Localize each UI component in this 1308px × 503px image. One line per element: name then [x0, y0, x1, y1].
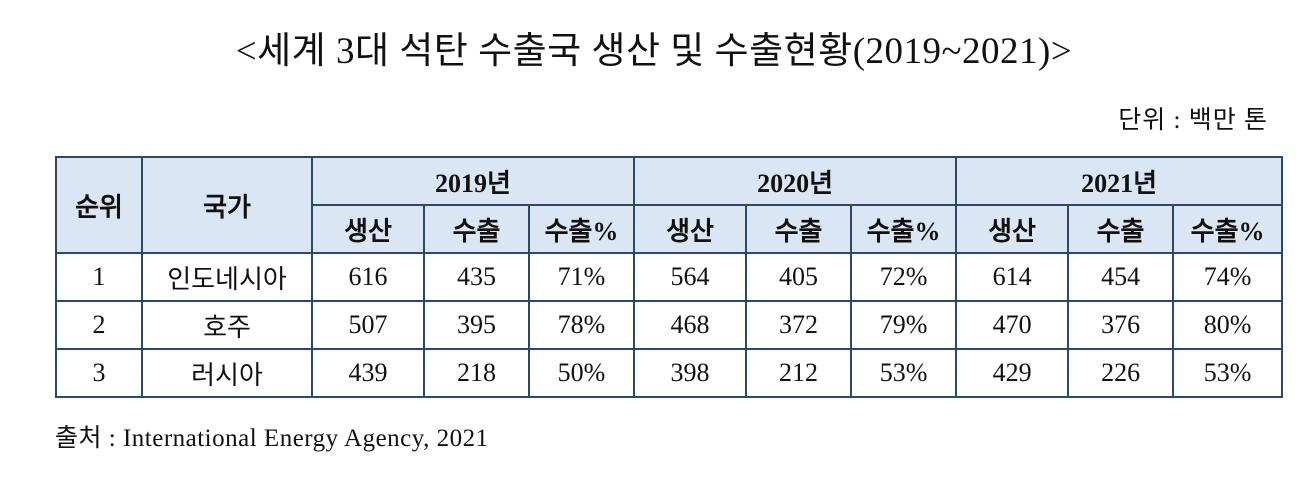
- col-subheader-export-pct-2021: 수출%: [1172, 204, 1284, 254]
- cell-value: 616: [311, 252, 425, 302]
- cell-value: 454: [1067, 252, 1175, 302]
- coal-export-table: 순위 국가 2019년 2020년 2021년 생산 수출 수출% 생산 수출 …: [55, 156, 1284, 398]
- col-subheader-production-2019: 생산: [311, 204, 425, 254]
- cell-value: 439: [311, 348, 425, 398]
- cell-value: 212: [745, 348, 853, 398]
- col-header-country: 국가: [141, 156, 313, 254]
- cell-value: 74%: [1172, 252, 1284, 302]
- cell-value: 405: [745, 252, 853, 302]
- cell-value: 78%: [527, 300, 636, 350]
- cell-value: 470: [955, 300, 1070, 350]
- col-subheader-export-pct-2019: 수출%: [527, 204, 636, 254]
- col-header-year-2019: 2019년: [310, 156, 636, 206]
- cell-value: 468: [633, 300, 748, 350]
- cell-value: 50%: [527, 348, 636, 398]
- document-page: <세계 3대 석탄 수출국 생산 및 수출현황(2019~2021)> 단위 :…: [0, 20, 1308, 503]
- col-header-year-2021: 2021년: [955, 156, 1284, 206]
- cell-value: 398: [633, 348, 748, 398]
- table-row: 3 러시아 439 218 50% 398 212 53% 429 226 53…: [55, 348, 1284, 398]
- cell-rank: 3: [55, 348, 143, 398]
- table-body: 1 인도네시아 616 435 71% 564 405 72% 614 454 …: [55, 252, 1284, 398]
- cell-value: 80%: [1172, 300, 1284, 350]
- table-row: 2 호주 507 395 78% 468 372 79% 470 376 80%: [55, 300, 1284, 350]
- cell-value: 507: [311, 300, 425, 350]
- table-header-row-years: 순위 국가 2019년 2020년 2021년: [55, 156, 1284, 254]
- cell-value: 372: [745, 300, 853, 350]
- cell-country: 인도네시아: [141, 252, 313, 302]
- cell-value: 564: [633, 252, 748, 302]
- cell-value: 376: [1067, 300, 1175, 350]
- unit-label: 단위 : 백만 톤: [1118, 107, 1268, 134]
- cell-country: 러시아: [141, 348, 313, 398]
- cell-value: 72%: [850, 252, 958, 302]
- cell-value: 429: [955, 348, 1070, 398]
- col-subheader-export-2021: 수출: [1067, 204, 1175, 254]
- cell-value: 218: [423, 348, 530, 398]
- col-subheader-production-2020: 생산: [633, 204, 748, 254]
- cell-value: 79%: [850, 300, 958, 350]
- cell-value: 226: [1067, 348, 1175, 398]
- table-header: 순위 국가 2019년 2020년 2021년 생산 수출 수출% 생산 수출 …: [55, 156, 1284, 254]
- cell-country: 호주: [141, 300, 313, 350]
- table-header-row-metrics: 생산 수출 수출% 생산 수출 수출% 생산 수출 수출%: [56, 204, 1284, 254]
- col-subheader-export-pct-2020: 수출%: [850, 204, 958, 254]
- col-subheader-export-2020: 수출: [745, 204, 853, 254]
- source-label: 출처 : International Energy Agency, 2021: [55, 425, 489, 452]
- col-subheader-export-2019: 수출: [423, 204, 530, 254]
- page-title: <세계 3대 석탄 수출국 생산 및 수출현황(2019~2021)>: [235, 31, 1073, 72]
- cell-rank: 1: [55, 252, 143, 302]
- cell-value: 614: [955, 252, 1070, 302]
- cell-value: 53%: [1172, 348, 1284, 398]
- col-header-rank: 순위: [55, 156, 143, 254]
- cell-value: 71%: [527, 252, 636, 302]
- cell-value: 53%: [850, 348, 958, 398]
- cell-value: 435: [423, 252, 530, 302]
- cell-rank: 2: [55, 300, 143, 350]
- table-row: 1 인도네시아 616 435 71% 564 405 72% 614 454 …: [55, 252, 1284, 302]
- col-header-year-2020: 2020년: [633, 156, 958, 206]
- col-subheader-production-2021: 생산: [955, 204, 1070, 254]
- cell-value: 395: [423, 300, 530, 350]
